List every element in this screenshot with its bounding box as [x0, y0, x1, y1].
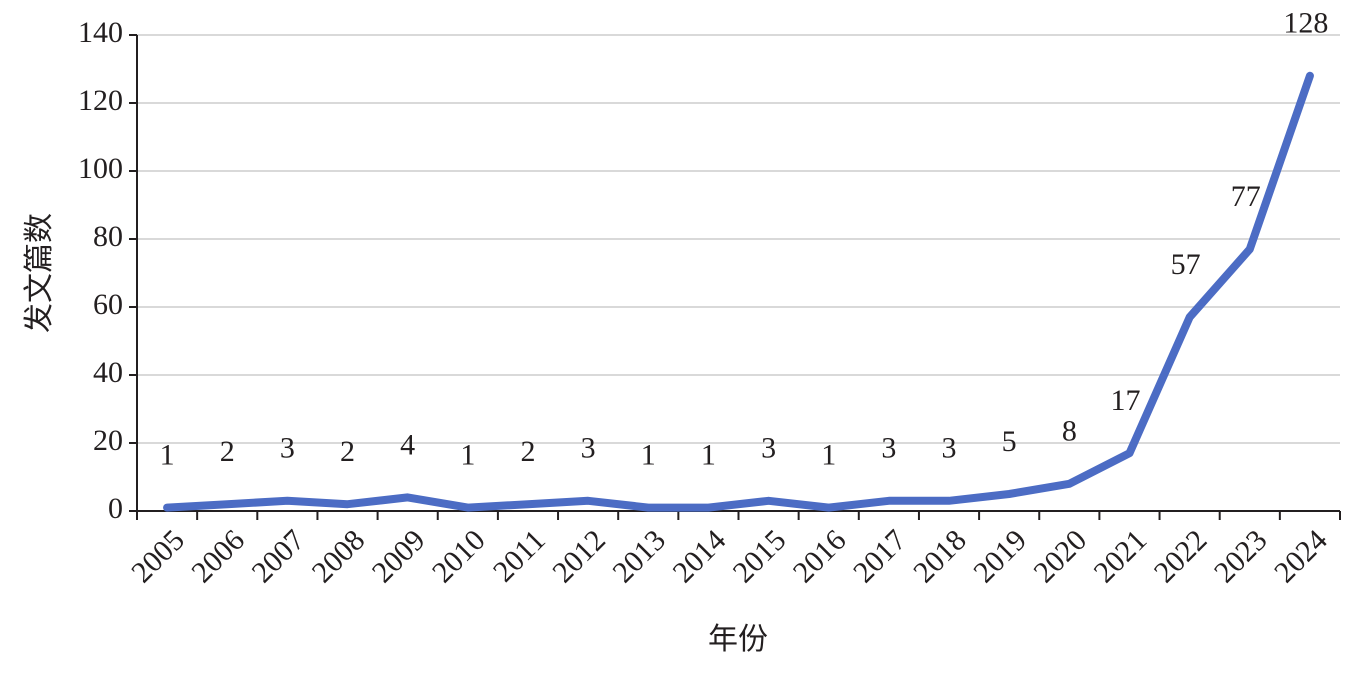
x-tick-label: 2022 — [1148, 523, 1214, 589]
x-tick-label: 2018 — [907, 523, 973, 589]
x-axis-title: 年份 — [708, 623, 768, 656]
data-label: 1 — [701, 438, 716, 471]
y-tick-label: 80 — [93, 220, 123, 253]
data-label: 3 — [942, 432, 957, 465]
line — [163, 71, 1314, 512]
y-tick-label: 100 — [78, 152, 123, 185]
x-tick-label: 2015 — [727, 523, 793, 589]
x-tick-label: 2019 — [967, 523, 1033, 589]
x-tick-label: 2023 — [1208, 523, 1274, 589]
data-label: 1 — [641, 438, 656, 471]
y-axis-title: 发文篇数 — [23, 213, 56, 333]
data-label: 4 — [400, 428, 415, 461]
x-tick-label: 2013 — [606, 523, 672, 589]
data-label: 3 — [761, 432, 776, 465]
y-tick-label: 140 — [78, 16, 123, 49]
data-label: 3 — [581, 432, 596, 465]
x-tick-label: 2020 — [1027, 523, 1093, 589]
y-tick-label: 0 — [108, 492, 123, 525]
x-tick-label: 2012 — [546, 523, 612, 589]
data-label: 2 — [520, 435, 535, 468]
data-label: 1 — [821, 438, 836, 471]
y-tick-label: 40 — [93, 356, 123, 389]
data-label: 17 — [1110, 384, 1140, 417]
x-tick-label: 2021 — [1088, 523, 1154, 589]
data-label: 3 — [881, 432, 896, 465]
x-tick-label: 2017 — [847, 523, 913, 589]
data-label: 57 — [1171, 248, 1201, 281]
x-tick-label: 2024 — [1268, 523, 1334, 589]
data-label: 3 — [280, 432, 295, 465]
x-tick-label: 2016 — [787, 523, 853, 589]
data-label: 2 — [340, 435, 355, 468]
data-label: 128 — [1283, 7, 1328, 40]
x-tick-label: 2010 — [426, 523, 492, 589]
x-tick-label: 2006 — [185, 523, 251, 589]
x-tick-label: 2007 — [245, 523, 311, 589]
x-tick-label: 2009 — [366, 523, 432, 589]
data-label: 77 — [1231, 180, 1261, 213]
data-label: 1 — [160, 438, 175, 471]
y-tick-label: 120 — [78, 84, 123, 117]
y-tick-label: 60 — [93, 288, 123, 321]
x-tick-label: 2014 — [666, 523, 732, 589]
x-tick-label: 2011 — [487, 523, 552, 588]
y-tick-label: 20 — [93, 424, 123, 457]
data-label: 2 — [220, 435, 235, 468]
data-label: 8 — [1062, 415, 1077, 448]
x-tick-label: 2005 — [125, 523, 191, 589]
data-label: 5 — [1002, 425, 1017, 458]
x-tick-label: 2008 — [306, 523, 372, 589]
data-label: 1 — [460, 438, 475, 471]
